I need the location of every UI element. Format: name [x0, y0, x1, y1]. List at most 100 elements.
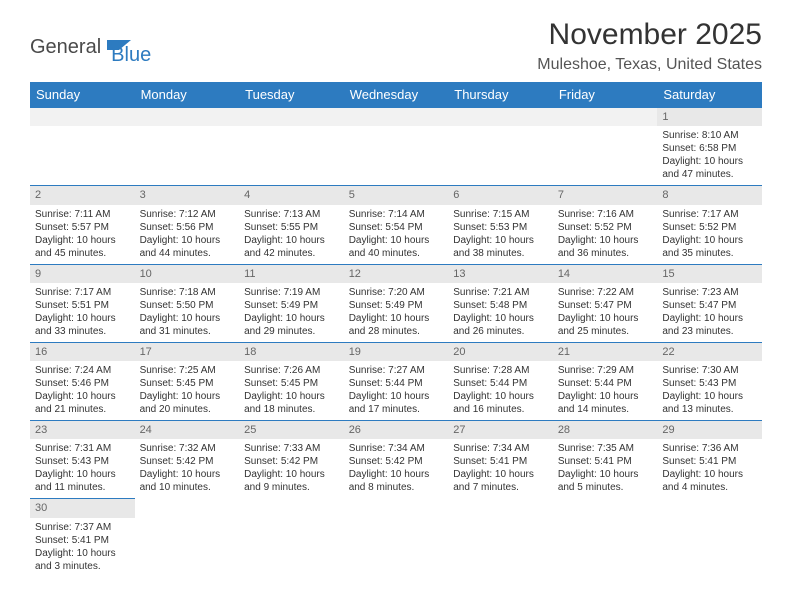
sunset-line: Sunset: 5:45 PM [140, 377, 235, 390]
day-number [30, 108, 135, 126]
sunrise-line: Sunrise: 7:30 AM [662, 364, 757, 377]
sunrise-line: Sunrise: 7:25 AM [140, 364, 235, 377]
sunrise-line: Sunrise: 7:35 AM [558, 442, 653, 455]
calendar-day-cell: 6Sunrise: 7:15 AMSunset: 5:53 PMDaylight… [448, 186, 553, 264]
sunrise-line: Sunrise: 7:34 AM [453, 442, 548, 455]
sunset-line: Sunset: 5:49 PM [244, 299, 339, 312]
sunset-line: Sunset: 5:41 PM [35, 534, 130, 547]
day-info: Sunrise: 7:29 AMSunset: 5:44 PMDaylight:… [553, 361, 658, 420]
day-info: Sunrise: 7:18 AMSunset: 5:50 PMDaylight:… [135, 283, 240, 342]
sunrise-line: Sunrise: 7:17 AM [35, 286, 130, 299]
sunset-line: Sunset: 5:42 PM [244, 455, 339, 468]
sunset-line: Sunset: 5:41 PM [662, 455, 757, 468]
sunrise-line: Sunrise: 7:12 AM [140, 208, 235, 221]
calendar-day-cell: 12Sunrise: 7:20 AMSunset: 5:49 PMDayligh… [344, 264, 449, 342]
daylight-line: Daylight: 10 hours and 7 minutes. [453, 468, 548, 494]
calendar-day-cell: 23Sunrise: 7:31 AMSunset: 5:43 PMDayligh… [30, 421, 135, 499]
day-info: Sunrise: 7:11 AMSunset: 5:57 PMDaylight:… [30, 205, 135, 264]
calendar-day-cell [657, 499, 762, 577]
weekday-header-row: Sunday Monday Tuesday Wednesday Thursday… [30, 82, 762, 108]
location: Muleshoe, Texas, United States [537, 56, 762, 74]
day-number: 29 [657, 421, 762, 439]
sunset-line: Sunset: 5:51 PM [35, 299, 130, 312]
daylight-line: Daylight: 10 hours and 18 minutes. [244, 390, 339, 416]
calendar-body: 1Sunrise: 8:10 AMSunset: 6:58 PMDaylight… [30, 108, 762, 577]
title-block: November 2025 Muleshoe, Texas, United St… [537, 18, 762, 74]
sunrise-line: Sunrise: 7:22 AM [558, 286, 653, 299]
daylight-line: Daylight: 10 hours and 21 minutes. [35, 390, 130, 416]
sunrise-line: Sunrise: 7:26 AM [244, 364, 339, 377]
sunset-line: Sunset: 5:41 PM [558, 455, 653, 468]
daylight-line: Daylight: 10 hours and 25 minutes. [558, 312, 653, 338]
calendar-day-cell: 10Sunrise: 7:18 AMSunset: 5:50 PMDayligh… [135, 264, 240, 342]
sunrise-line: Sunrise: 7:13 AM [244, 208, 339, 221]
weekday-sunday: Sunday [30, 82, 135, 108]
sunset-line: Sunset: 5:57 PM [35, 221, 130, 234]
calendar-week-row: 16Sunrise: 7:24 AMSunset: 5:46 PMDayligh… [30, 342, 762, 420]
weekday-monday: Monday [135, 82, 240, 108]
daylight-line: Daylight: 10 hours and 9 minutes. [244, 468, 339, 494]
daylight-line: Daylight: 10 hours and 8 minutes. [349, 468, 444, 494]
day-info: Sunrise: 7:24 AMSunset: 5:46 PMDaylight:… [30, 361, 135, 420]
calendar-day-cell: 11Sunrise: 7:19 AMSunset: 5:49 PMDayligh… [239, 264, 344, 342]
day-number: 18 [239, 343, 344, 361]
day-info: Sunrise: 7:15 AMSunset: 5:53 PMDaylight:… [448, 205, 553, 264]
sunrise-line: Sunrise: 7:14 AM [349, 208, 444, 221]
daylight-line: Daylight: 10 hours and 35 minutes. [662, 234, 757, 260]
sunrise-line: Sunrise: 7:33 AM [244, 442, 339, 455]
calendar-day-cell [344, 108, 449, 186]
calendar-week-row: 23Sunrise: 7:31 AMSunset: 5:43 PMDayligh… [30, 421, 762, 499]
day-number: 13 [448, 265, 553, 283]
day-info: Sunrise: 7:12 AMSunset: 5:56 PMDaylight:… [135, 205, 240, 264]
sunset-line: Sunset: 5:54 PM [349, 221, 444, 234]
sunrise-line: Sunrise: 7:19 AM [244, 286, 339, 299]
sunset-line: Sunset: 5:43 PM [662, 377, 757, 390]
sunset-line: Sunset: 5:56 PM [140, 221, 235, 234]
sunset-line: Sunset: 5:49 PM [349, 299, 444, 312]
day-number [344, 108, 449, 126]
calendar-day-cell: 17Sunrise: 7:25 AMSunset: 5:45 PMDayligh… [135, 342, 240, 420]
daylight-line: Daylight: 10 hours and 40 minutes. [349, 234, 444, 260]
calendar-day-cell: 5Sunrise: 7:14 AMSunset: 5:54 PMDaylight… [344, 186, 449, 264]
calendar-day-cell: 20Sunrise: 7:28 AMSunset: 5:44 PMDayligh… [448, 342, 553, 420]
calendar-day-cell: 30Sunrise: 7:37 AMSunset: 5:41 PMDayligh… [30, 499, 135, 577]
day-info: Sunrise: 7:17 AMSunset: 5:52 PMDaylight:… [657, 205, 762, 264]
sunset-line: Sunset: 5:50 PM [140, 299, 235, 312]
sunrise-line: Sunrise: 7:31 AM [35, 442, 130, 455]
calendar-day-cell: 2Sunrise: 7:11 AMSunset: 5:57 PMDaylight… [30, 186, 135, 264]
calendar-day-cell [344, 499, 449, 577]
sunset-line: Sunset: 5:45 PM [244, 377, 339, 390]
calendar-day-cell: 9Sunrise: 7:17 AMSunset: 5:51 PMDaylight… [30, 264, 135, 342]
weekday-friday: Friday [553, 82, 658, 108]
day-info: Sunrise: 7:31 AMSunset: 5:43 PMDaylight:… [30, 439, 135, 498]
day-info: Sunrise: 7:25 AMSunset: 5:45 PMDaylight:… [135, 361, 240, 420]
day-info: Sunrise: 7:19 AMSunset: 5:49 PMDaylight:… [239, 283, 344, 342]
weekday-tuesday: Tuesday [239, 82, 344, 108]
calendar-day-cell: 16Sunrise: 7:24 AMSunset: 5:46 PMDayligh… [30, 342, 135, 420]
calendar-day-cell: 14Sunrise: 7:22 AMSunset: 5:47 PMDayligh… [553, 264, 658, 342]
sunset-line: Sunset: 5:52 PM [662, 221, 757, 234]
calendar-week-row: 1Sunrise: 8:10 AMSunset: 6:58 PMDaylight… [30, 108, 762, 186]
day-number: 16 [30, 343, 135, 361]
day-number: 2 [30, 186, 135, 204]
day-number: 21 [553, 343, 658, 361]
day-number: 26 [344, 421, 449, 439]
day-info: Sunrise: 7:36 AMSunset: 5:41 PMDaylight:… [657, 439, 762, 498]
calendar-day-cell [553, 499, 658, 577]
weekday-thursday: Thursday [448, 82, 553, 108]
day-info: Sunrise: 7:33 AMSunset: 5:42 PMDaylight:… [239, 439, 344, 498]
sunrise-line: Sunrise: 7:29 AM [558, 364, 653, 377]
sunset-line: Sunset: 5:55 PM [244, 221, 339, 234]
calendar-day-cell: 24Sunrise: 7:32 AMSunset: 5:42 PMDayligh… [135, 421, 240, 499]
logo-text-blue: Blue [111, 28, 151, 67]
calendar-day-cell: 21Sunrise: 7:29 AMSunset: 5:44 PMDayligh… [553, 342, 658, 420]
day-number: 12 [344, 265, 449, 283]
day-number: 30 [30, 499, 135, 517]
calendar-day-cell [448, 499, 553, 577]
sunrise-line: Sunrise: 7:32 AM [140, 442, 235, 455]
day-number: 8 [657, 186, 762, 204]
sunrise-line: Sunrise: 7:16 AM [558, 208, 653, 221]
sunset-line: Sunset: 5:53 PM [453, 221, 548, 234]
header: General Blue November 2025 Muleshoe, Tex… [0, 0, 792, 82]
day-number: 28 [553, 421, 658, 439]
